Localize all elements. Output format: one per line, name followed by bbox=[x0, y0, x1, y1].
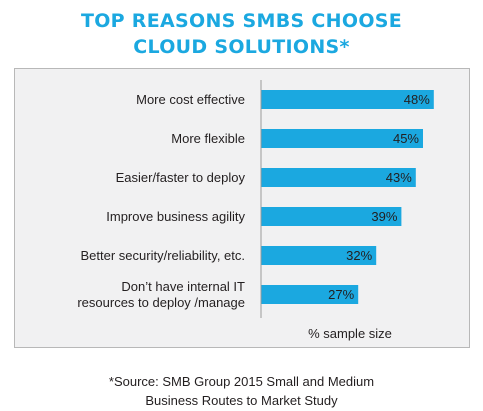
category-label: More cost effective bbox=[136, 92, 245, 107]
bar bbox=[261, 285, 359, 304]
source-note-line-1: *Source: SMB Group 2015 Small and Medium bbox=[108, 374, 375, 389]
bar bbox=[261, 90, 434, 109]
bar bbox=[261, 168, 416, 187]
category-label: Easier/faster to deploy bbox=[116, 170, 246, 185]
bar-value-label: 27% bbox=[328, 287, 354, 302]
x-axis-label: % sample size bbox=[308, 326, 392, 341]
category-label: Don’t have internal IT bbox=[121, 279, 245, 294]
chart-title: TOP REASONS SMBS CHOOSE CLOUD SOLUTIONS* bbox=[0, 8, 483, 60]
chart-title-line-2: CLOUD SOLUTIONS* bbox=[133, 36, 350, 58]
chart-title-line-1: TOP REASONS SMBS CHOOSE bbox=[80, 10, 403, 32]
bar bbox=[261, 246, 377, 265]
bar-value-label: 43% bbox=[386, 170, 412, 185]
bar bbox=[261, 129, 423, 148]
bar-value-label: 39% bbox=[371, 209, 397, 224]
category-label: More flexible bbox=[171, 131, 245, 146]
bar-value-label: 48% bbox=[404, 92, 430, 107]
bar-value-label: 45% bbox=[393, 131, 419, 146]
source-note-line-2: Business Routes to Market Study bbox=[145, 393, 338, 408]
category-label: Improve business agility bbox=[106, 209, 245, 224]
category-label: Better security/reliability, etc. bbox=[81, 248, 245, 263]
bar bbox=[261, 207, 402, 226]
category-label: resources to deploy /manage bbox=[77, 295, 245, 310]
bar-value-label: 32% bbox=[346, 248, 372, 263]
source-note: *Source: SMB Group 2015 Small and Medium… bbox=[0, 372, 483, 410]
